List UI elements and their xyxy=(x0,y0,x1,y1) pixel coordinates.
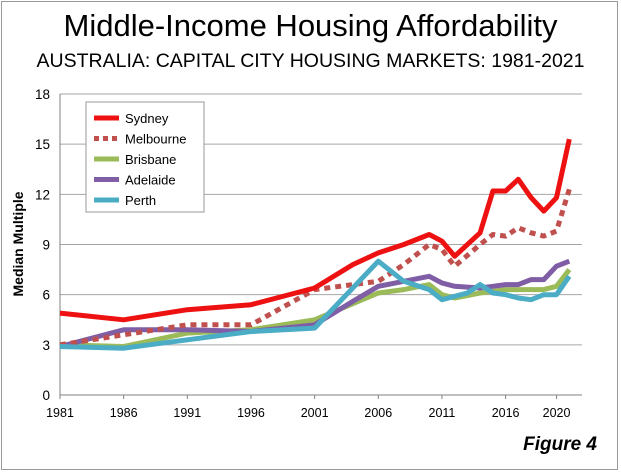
y-tick-label: 12 xyxy=(35,187,50,202)
x-tick-label: 1981 xyxy=(46,406,74,420)
y-tick-label: 3 xyxy=(42,338,50,353)
y-tick-label: 15 xyxy=(35,137,50,152)
x-tick-label: 2016 xyxy=(492,406,520,420)
x-tick-label: 1991 xyxy=(173,406,201,420)
x-tick-label: 1996 xyxy=(237,406,265,420)
legend-label-adelaide: Adelaide xyxy=(125,173,176,188)
x-tick-label: 1986 xyxy=(110,406,138,420)
x-tick-label: 2001 xyxy=(301,406,329,420)
y-axis-label: Median Multiple xyxy=(10,191,26,296)
x-tick-label: 2020 xyxy=(543,406,571,420)
chart-subtitle: AUSTRALIA: CAPITAL CITY HOUSING MARKETS:… xyxy=(36,50,585,72)
legend: Sydney Melbourne Brisbane Adelaide Perth xyxy=(85,101,205,213)
y-tick-label: 0 xyxy=(42,388,50,403)
figure-label: Figure 4 xyxy=(523,434,597,455)
y-tick-label: 6 xyxy=(42,288,50,303)
legend-label-brisbane: Brisbane xyxy=(125,152,176,167)
series-lines xyxy=(59,138,572,351)
y-tick-label: 9 xyxy=(42,238,50,253)
legend-label-perth: Perth xyxy=(125,193,156,208)
legend-label-sydney: Sydney xyxy=(125,111,169,126)
series-line-perth xyxy=(59,258,572,351)
x-tick-label: 2011 xyxy=(429,406,456,420)
legend-label-melbourne: Melbourne xyxy=(125,132,186,147)
series-line-melbourne xyxy=(59,188,572,348)
x-tick-label: 2006 xyxy=(364,406,392,420)
chart-title: Middle-Income Housing Affordability xyxy=(63,8,558,43)
x-tick-labels: 1981 1986 1991 1996 2001 2006 2011 2016 2020 xyxy=(46,406,570,420)
series-line-brisbane xyxy=(59,268,572,349)
series-line-sydney xyxy=(59,138,572,323)
y-tick-labels: 0 3 6 9 12 15 18 xyxy=(35,87,50,403)
y-tick-label: 18 xyxy=(35,87,50,102)
